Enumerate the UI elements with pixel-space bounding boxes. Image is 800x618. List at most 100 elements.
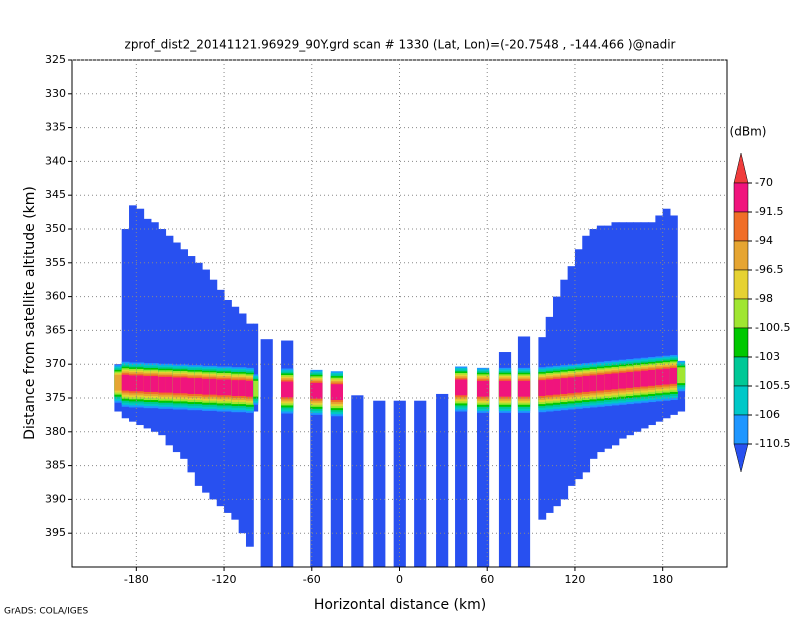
surface-echo (538, 380, 547, 396)
echo-column (121, 229, 130, 419)
surface-echo (187, 378, 196, 394)
echo-column (238, 313, 247, 534)
surface-echo (143, 376, 152, 392)
colorbar-label: -70 (755, 176, 773, 189)
surface-echo (677, 367, 686, 384)
y-tick-label: 345 (45, 188, 66, 201)
y-tick-label: 380 (45, 425, 66, 438)
echo-column (351, 395, 364, 567)
colorbar-box (733, 414, 749, 445)
echo-column (640, 222, 649, 429)
y-tick-label: 325 (45, 53, 66, 66)
surface-echo (129, 375, 137, 392)
surface-echo (238, 380, 247, 396)
surface-echo (136, 375, 145, 392)
plot-area (114, 205, 686, 567)
colorbar-label: -103 (755, 350, 780, 363)
y-tick-label: 350 (45, 222, 66, 235)
echo-column (150, 222, 159, 432)
x-tick-label: 120 (564, 573, 585, 586)
echo-column (626, 222, 634, 436)
colorbar-box (733, 327, 749, 358)
surface-echo (604, 374, 612, 390)
echo-column (310, 372, 323, 567)
y-tick-label: 340 (45, 154, 66, 167)
echo-column (373, 400, 386, 567)
y-tick-label: 395 (45, 526, 66, 539)
colorbar-cap (733, 443, 749, 473)
colorbar-box (733, 240, 749, 271)
surface-echo (114, 374, 123, 391)
colorbar-box (733, 298, 749, 329)
colorbar-label: -96.5 (755, 263, 783, 276)
surface-echo (545, 379, 554, 396)
echo-column (662, 208, 671, 419)
echo-column (589, 229, 598, 459)
colorbar-label: -105.5 (755, 379, 790, 392)
echo-column (655, 215, 664, 422)
echo-column (669, 215, 678, 415)
y-tick-label: 390 (45, 492, 66, 505)
y-tick-label: 365 (45, 323, 66, 336)
colorbar-cap (733, 152, 749, 184)
echo-column (172, 242, 181, 453)
x-tick-label: -60 (303, 573, 321, 586)
echo-column (476, 372, 490, 567)
surface-echo (633, 371, 642, 388)
echo-column (604, 225, 612, 449)
echo-column (143, 218, 152, 429)
echo-column (582, 235, 591, 473)
y-tick-label: 370 (45, 357, 66, 370)
echo-column (260, 339, 273, 567)
colorbar-label: -100.5 (755, 321, 790, 334)
x-tick-label: -180 (124, 573, 149, 586)
footer: GrADS: COLA/IGES (4, 607, 88, 617)
colorbar-label: -110.5 (755, 437, 790, 450)
x-tick-label: 180 (652, 573, 673, 586)
echo-column (648, 222, 656, 426)
echo-column (180, 249, 189, 459)
surface-echo (567, 377, 576, 394)
surface-echo (165, 376, 174, 393)
surface-echo (582, 376, 591, 392)
echo-column (245, 323, 254, 547)
y-tick-label: 385 (45, 459, 66, 472)
surface-echo (158, 376, 167, 393)
surface-echo (224, 379, 232, 396)
surface-echo (553, 378, 561, 395)
surface-echo (476, 380, 490, 397)
surface-echo (121, 374, 130, 391)
colorbar-label: -98 (755, 292, 773, 305)
surface-echo (281, 381, 294, 398)
echo-column (538, 337, 547, 520)
echo-column (455, 381, 468, 567)
colorbar-box (733, 269, 749, 300)
echo-column (253, 323, 259, 412)
echo-column (596, 225, 605, 453)
y-tick-label: 360 (45, 290, 66, 303)
surface-echo (589, 375, 598, 392)
surface-echo (253, 380, 259, 397)
surface-echo (310, 382, 323, 399)
surface-echo (330, 384, 343, 401)
surface-echo (560, 378, 569, 394)
echo-column (393, 400, 406, 567)
colorbar-label: -91.5 (755, 205, 783, 218)
y-tick-label: 330 (45, 87, 66, 100)
surface-echo (574, 376, 583, 393)
surface-echo (216, 379, 225, 396)
colorbar-title: (dBm) (730, 125, 767, 139)
colorbar-box (733, 385, 749, 416)
surface-echo (150, 376, 159, 392)
echo-column (633, 222, 642, 432)
echo-column (611, 222, 620, 446)
surface-echo (209, 378, 218, 395)
y-tick-label: 375 (45, 391, 66, 404)
echo-column (231, 306, 240, 520)
x-axis-title: Horizontal distance (km) (314, 597, 486, 613)
y-tick-label: 335 (45, 121, 66, 134)
surface-echo (596, 374, 605, 391)
chart-title: zprof_dist2_20141121.96929_90Y.grd scan … (125, 38, 676, 52)
surface-echo (611, 373, 620, 390)
